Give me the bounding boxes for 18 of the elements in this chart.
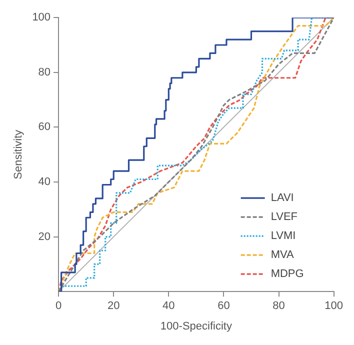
x-tick-label: 100 <box>324 300 344 312</box>
legend-label: MVA <box>270 249 295 262</box>
y-tick-label: 40 <box>38 176 51 188</box>
x-tick-label: 60 <box>218 300 230 312</box>
legend-label: LAVI <box>270 192 294 204</box>
x-tick-label: 0 <box>55 300 62 312</box>
y-tick-label: 100 <box>32 12 51 24</box>
legend-label: LVEF <box>270 211 298 224</box>
legend-label: LVMI <box>270 230 296 242</box>
y-tick-label: 80 <box>38 66 51 78</box>
legend-label: MDPG <box>270 268 304 280</box>
x-axis-title: 100-Specificity <box>160 320 232 332</box>
y-tick-label: 60 <box>38 121 51 134</box>
x-tick-label: 20 <box>107 300 120 312</box>
x-tick-label: 80 <box>272 300 285 312</box>
x-tick-label: 40 <box>162 300 175 312</box>
y-tick-label: 20 <box>38 230 51 243</box>
y-axis-title: Sensitivity <box>12 129 25 180</box>
